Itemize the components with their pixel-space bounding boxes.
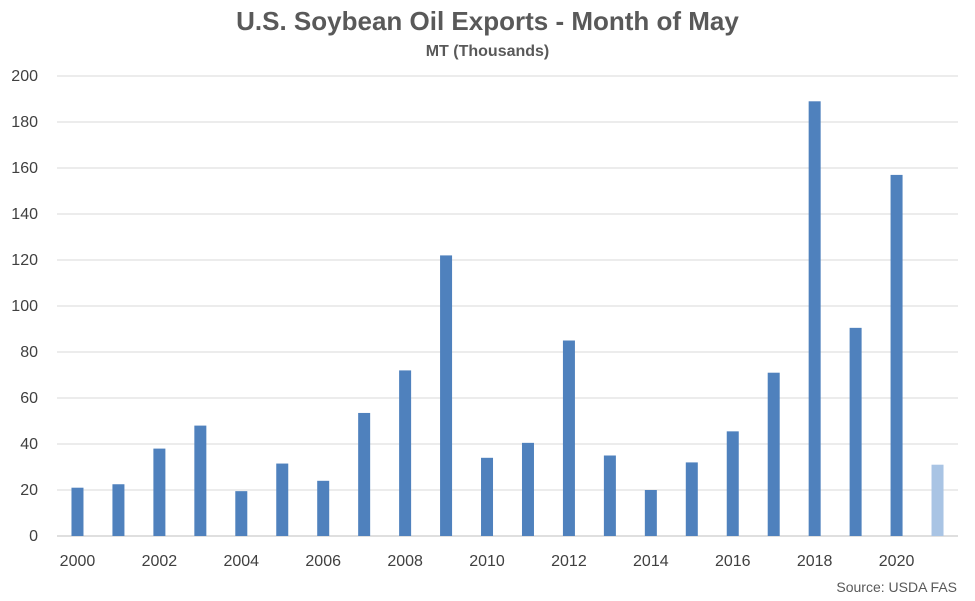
bar-2008 bbox=[399, 370, 412, 536]
chart-subtitle: MT (Thousands) bbox=[425, 43, 550, 60]
chart-title: U.S. Soybean Oil Exports - Month of May bbox=[236, 6, 739, 36]
y-tick-label: 0 bbox=[29, 528, 38, 545]
bar-2003 bbox=[194, 425, 207, 536]
bar-2016 bbox=[726, 431, 739, 536]
bar-2019 bbox=[849, 327, 862, 536]
x-tick-label: 2006 bbox=[305, 553, 341, 570]
bar-2002 bbox=[153, 448, 166, 536]
bar-2018 bbox=[808, 101, 821, 537]
bar-2011 bbox=[521, 442, 534, 536]
y-tick-label: 180 bbox=[11, 114, 38, 131]
bar-2004 bbox=[235, 491, 248, 536]
x-tick-label: 2010 bbox=[469, 553, 505, 570]
bar-2006 bbox=[317, 480, 330, 536]
y-tick-label: 100 bbox=[11, 298, 38, 315]
bar-2017 bbox=[767, 372, 780, 536]
bar-2020 bbox=[890, 174, 903, 536]
x-tick-label: 2012 bbox=[551, 553, 587, 570]
bar-2014 bbox=[644, 490, 657, 536]
y-tick-label: 20 bbox=[20, 482, 38, 499]
bar-2005 bbox=[276, 463, 289, 536]
x-tick-label: 2016 bbox=[715, 553, 751, 570]
bar-2013 bbox=[603, 455, 616, 536]
y-tick-label: 80 bbox=[20, 344, 38, 361]
bar-2007 bbox=[358, 412, 371, 536]
x-tick-label: 2018 bbox=[797, 553, 833, 570]
x-tick-label: 2004 bbox=[223, 553, 259, 570]
bar-2009 bbox=[440, 255, 453, 536]
x-tick-label: 2008 bbox=[387, 553, 423, 570]
bar-2012 bbox=[562, 340, 575, 536]
bar-2021 bbox=[931, 464, 944, 536]
y-tick-label: 40 bbox=[20, 436, 38, 453]
y-tick-label: 60 bbox=[20, 390, 38, 407]
y-tick-label: 160 bbox=[11, 160, 38, 177]
x-tick-label: 2020 bbox=[879, 553, 915, 570]
x-tick-label: 2014 bbox=[633, 553, 669, 570]
source-note: Source: USDA FAS bbox=[836, 579, 957, 595]
x-tick-label: 2002 bbox=[142, 553, 178, 570]
x-tick-label: 2000 bbox=[60, 553, 96, 570]
bar-2015 bbox=[685, 462, 698, 536]
y-tick-label: 120 bbox=[11, 252, 38, 269]
y-tick-label: 140 bbox=[11, 206, 38, 223]
y-tick-label: 200 bbox=[11, 68, 38, 85]
bar-2010 bbox=[481, 457, 494, 536]
bar-2000 bbox=[71, 487, 84, 536]
bar-2001 bbox=[112, 484, 125, 536]
